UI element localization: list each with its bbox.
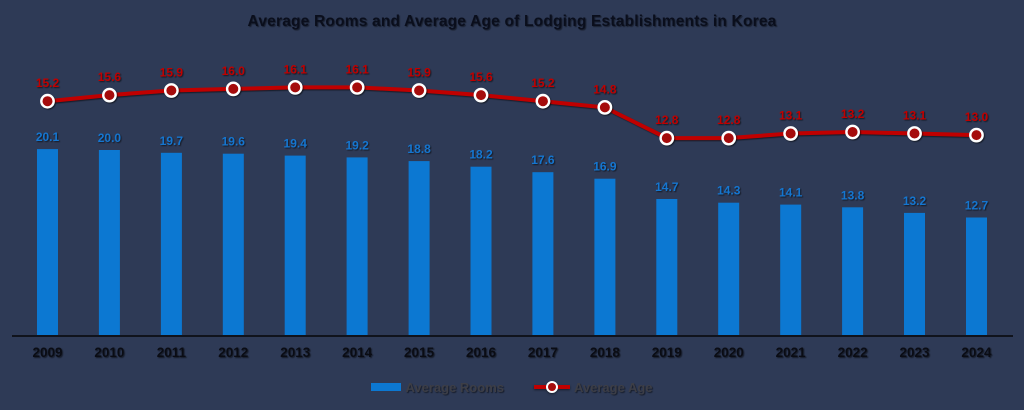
- line-marker-swatch-icon: [533, 381, 570, 393]
- marker-2018: [597, 100, 613, 115]
- bar-label-2014: 19.2: [345, 138, 369, 152]
- year-label-2021: 2021: [776, 345, 807, 360]
- bar-label-2017: 17.6: [531, 153, 555, 167]
- bar-2011: [160, 152, 182, 335]
- age-label-2016: 15.6: [469, 70, 493, 84]
- bar-2010: [98, 150, 120, 335]
- marker-2017: [535, 93, 551, 109]
- year-label-2011: 2011: [157, 345, 187, 360]
- marker-dot-icon: [545, 381, 558, 393]
- age-label-2023: 13.1: [903, 109, 927, 123]
- bar-2022: [842, 207, 864, 335]
- age-label-2015: 15.9: [407, 66, 431, 80]
- chart-title: Average Rooms and Average Age of Lodging…: [247, 13, 777, 30]
- marker-2019: [659, 130, 675, 146]
- marker-2024: [969, 127, 984, 143]
- age-label-2022: 13.2: [841, 107, 865, 121]
- bar-label-2023: 13.2: [903, 194, 927, 208]
- average-age-line: [47, 85, 977, 141]
- legend: Average Rooms Average Age: [0, 378, 1024, 396]
- year-label-2009: 2009: [32, 345, 62, 360]
- bar-label-2024: 12.7: [965, 199, 989, 213]
- year-label-2022: 2022: [838, 345, 868, 360]
- bar-label-2021: 14.1: [779, 186, 803, 200]
- marker-2013: [287, 80, 303, 95]
- marker-2016: [473, 87, 489, 103]
- age-label-2013: 16.1: [284, 62, 308, 76]
- bar-label-2012: 19.6: [222, 135, 246, 149]
- year-label-2019: 2019: [652, 345, 682, 360]
- year-label-2013: 2013: [280, 345, 311, 360]
- marker-2023: [907, 126, 922, 141]
- bar-2021: [780, 204, 802, 335]
- age-label-2024: 13.0: [965, 110, 989, 124]
- marker-2021: [783, 126, 799, 141]
- bar-label-2020: 14.3: [717, 184, 741, 198]
- year-label-2010: 2010: [94, 345, 124, 360]
- marker-2020: [721, 130, 737, 146]
- age-label-2011: 15.9: [160, 66, 184, 80]
- bar-2024: [966, 217, 987, 335]
- year-label-2024: 2024: [961, 345, 992, 360]
- year-label-2015: 2015: [404, 345, 435, 360]
- bar-label-2016: 18.2: [469, 148, 493, 162]
- age-label-2019: 12.8: [655, 113, 679, 127]
- marker-2010: [102, 87, 117, 103]
- year-label-2017: 2017: [528, 345, 558, 360]
- bar-2019: [656, 199, 678, 335]
- bar-2013: [284, 155, 306, 335]
- marker-2014: [349, 80, 365, 95]
- bar-label-2022: 13.8: [841, 188, 865, 202]
- bar-2018: [594, 178, 616, 335]
- bar-swatch-icon: [371, 383, 402, 391]
- bar-2023: [904, 212, 925, 335]
- year-label-2016: 2016: [466, 345, 497, 360]
- legend-item-average-age: Average Age: [533, 379, 653, 395]
- bar-label-2015: 18.8: [407, 142, 431, 156]
- legend-item-average-rooms: Average Rooms: [371, 380, 504, 395]
- age-label-2010: 15.6: [98, 70, 122, 84]
- year-label-2012: 2012: [218, 345, 248, 360]
- bar-label-2009: 20.1: [36, 130, 60, 144]
- bar-2017: [532, 172, 554, 335]
- age-label-2020: 12.8: [717, 113, 741, 127]
- marker-2011: [163, 83, 179, 98]
- bar-2012: [222, 153, 244, 335]
- bar-2009: [37, 149, 58, 335]
- bar-label-2019: 14.7: [655, 180, 679, 194]
- bar-2020: [718, 202, 740, 335]
- bar-2014: [346, 157, 368, 335]
- age-label-2012: 16.0: [222, 64, 246, 78]
- bar-label-2010: 20.0: [98, 131, 122, 145]
- legend-label-average-rooms: Average Rooms: [405, 379, 504, 395]
- marker-2022: [845, 124, 860, 140]
- bar-label-2013: 19.4: [284, 137, 308, 151]
- year-label-2023: 2023: [899, 345, 930, 360]
- age-label-2017: 15.2: [531, 76, 555, 90]
- marker-2009: [40, 93, 55, 109]
- bar-2016: [470, 166, 492, 335]
- age-label-2021: 13.1: [779, 109, 803, 123]
- age-label-2009: 15.2: [36, 76, 60, 90]
- bar-label-2011: 19.7: [160, 134, 184, 148]
- age-label-2018: 14.8: [593, 82, 617, 96]
- year-label-2018: 2018: [590, 345, 621, 360]
- year-label-2014: 2014: [342, 345, 373, 360]
- bar-label-2018: 16.9: [593, 160, 617, 174]
- bar-2015: [408, 161, 430, 335]
- marker-2015: [411, 83, 427, 98]
- legend-label-average-age: Average Age: [573, 379, 653, 395]
- year-label-2020: 2020: [714, 345, 744, 360]
- marker-2012: [225, 81, 241, 97]
- age-label-2014: 16.1: [345, 62, 369, 76]
